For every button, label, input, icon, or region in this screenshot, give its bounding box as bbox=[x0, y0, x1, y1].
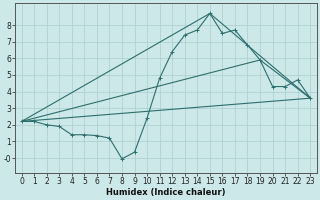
X-axis label: Humidex (Indice chaleur): Humidex (Indice chaleur) bbox=[106, 188, 226, 197]
